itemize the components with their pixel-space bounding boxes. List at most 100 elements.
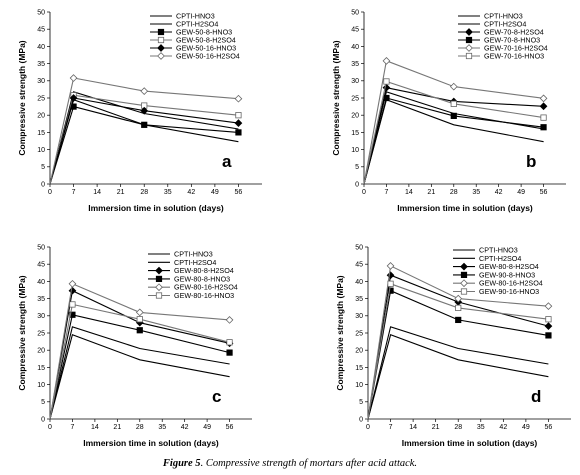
- y-tick-label: 20: [351, 113, 359, 120]
- x-tick-label: 35: [472, 189, 480, 196]
- data-point: [69, 94, 78, 102]
- data-point: [235, 129, 242, 136]
- legend-marker: [157, 44, 165, 52]
- legend-label: GEW-50-8-HNO3: [176, 28, 232, 37]
- y-tick-label: 30: [351, 78, 359, 85]
- data-point: [140, 87, 149, 95]
- legend-label: GEW-80-16-HNO3: [174, 291, 234, 300]
- y-tick-label: 45: [355, 262, 363, 269]
- legend-label: GEW-90-16-HNO3: [479, 287, 539, 296]
- y-tick-label: 30: [37, 313, 45, 320]
- series-line: [49, 105, 239, 185]
- y-axis-title: Compressive strength (MPa): [17, 275, 27, 390]
- legend-label: CPTI-HNO3: [484, 12, 523, 21]
- y-tick-label: 20: [37, 113, 45, 120]
- figure-caption-label: Figure 5: [162, 458, 201, 469]
- y-tick-label: 30: [355, 313, 363, 320]
- data-point: [387, 287, 394, 294]
- series-line: [363, 98, 544, 185]
- x-tick-label: 28: [140, 189, 148, 196]
- legend-marker: [465, 52, 473, 60]
- x-tick-label: 0: [48, 189, 52, 196]
- data-point: [69, 301, 76, 308]
- x-tick-label: 49: [203, 424, 211, 431]
- y-tick-label: 0: [355, 181, 359, 188]
- data-point: [226, 349, 233, 356]
- x-tick-label: 42: [495, 189, 503, 196]
- data-point: [455, 304, 462, 311]
- y-tick-label: 15: [37, 365, 45, 372]
- data-point: [68, 279, 77, 288]
- series-line: [49, 283, 230, 420]
- chart-panel-b: 0 5 10 15 20 25 30 35 40 45 50 0 7 14 21 28 35 42 49 56 Imme…: [331, 9, 566, 213]
- legend-label: CPTI-HNO3: [176, 12, 215, 21]
- panel-letter: c: [212, 387, 221, 406]
- y-tick-label: 25: [37, 95, 45, 102]
- legend-label: GEW-50-8-H2SO4: [176, 36, 236, 45]
- data-point: [136, 316, 143, 323]
- legend-label: CPTI-H2SO4: [176, 20, 218, 29]
- data-point: [69, 311, 76, 318]
- legend-label: GEW-80-8-H2SO4: [174, 266, 234, 275]
- x-tick-label: 14: [405, 189, 413, 196]
- x-tick-label: 42: [181, 424, 189, 431]
- y-tick-label: 5: [41, 164, 45, 171]
- x-axis-title: Immersion time in solution (days): [402, 438, 538, 448]
- y-tick-label: 25: [351, 95, 359, 102]
- data-point: [450, 112, 457, 119]
- legend-marker: [460, 262, 468, 271]
- x-tick-label: 35: [164, 189, 172, 196]
- data-point: [387, 280, 394, 287]
- y-tick-label: 40: [355, 279, 363, 286]
- series-line: [363, 87, 544, 185]
- legend-marker: [157, 28, 165, 36]
- data-point: [544, 302, 553, 311]
- y-tick-label: 15: [351, 130, 359, 137]
- legend-marker: [157, 52, 165, 60]
- data-point: [135, 308, 144, 317]
- legend-label: GEW-80-16-H2SO4: [479, 279, 543, 288]
- legend-marker: [155, 275, 163, 283]
- y-tick-label: 10: [351, 147, 359, 154]
- data-point: [136, 327, 143, 334]
- y-tick-label: 50: [37, 9, 45, 16]
- x-tick-label: 49: [211, 189, 219, 196]
- y-tick-label: 30: [37, 78, 45, 85]
- figure-caption-text: . Compressive strength of mortars after …: [200, 458, 418, 469]
- x-tick-label: 14: [91, 424, 99, 431]
- x-tick-label: 28: [450, 189, 458, 196]
- data-point: [234, 94, 243, 103]
- legend-label: CPTI-HNO3: [479, 246, 518, 255]
- x-tick-label: 0: [366, 424, 370, 431]
- legend-label: GEW-70-8-H2SO4: [484, 28, 544, 37]
- legend-marker: [465, 28, 473, 36]
- legend-label: GEW-70-16-HNO3: [484, 52, 544, 61]
- series-line: [49, 97, 239, 185]
- series-line: [367, 283, 549, 420]
- data-point: [234, 119, 243, 127]
- data-point: [540, 114, 547, 121]
- legend-label: CPTI-H2SO4: [479, 254, 521, 263]
- data-point: [225, 316, 234, 324]
- y-tick-label: 40: [37, 44, 45, 51]
- y-axis-title: Compressive strength (MPa): [17, 40, 27, 155]
- y-tick-label: 35: [355, 296, 363, 303]
- panel-letter: d: [531, 387, 541, 406]
- x-tick-label: 49: [517, 189, 525, 196]
- legend-marker: [465, 36, 473, 44]
- y-tick-label: 25: [355, 330, 363, 337]
- x-tick-label: 21: [117, 189, 125, 196]
- legend-marker: [465, 44, 473, 52]
- data-point: [539, 102, 548, 111]
- panel-letter: a: [222, 152, 232, 171]
- y-tick-label: 10: [37, 147, 45, 154]
- x-tick-label: 42: [499, 424, 507, 431]
- x-tick-label: 28: [136, 424, 144, 431]
- chart-panel-c: 0 5 10 15 20 25 30 35 40 45 50 0 7 14 21 28 35 42 49 56 Imme…: [17, 244, 252, 448]
- legend-label: GEW-50-16-H2SO4: [176, 52, 240, 61]
- series-line: [49, 303, 230, 420]
- series-line: [367, 265, 549, 420]
- y-tick-label: 50: [355, 244, 363, 251]
- x-tick-label: 56: [235, 189, 243, 196]
- y-tick-label: 35: [37, 296, 45, 303]
